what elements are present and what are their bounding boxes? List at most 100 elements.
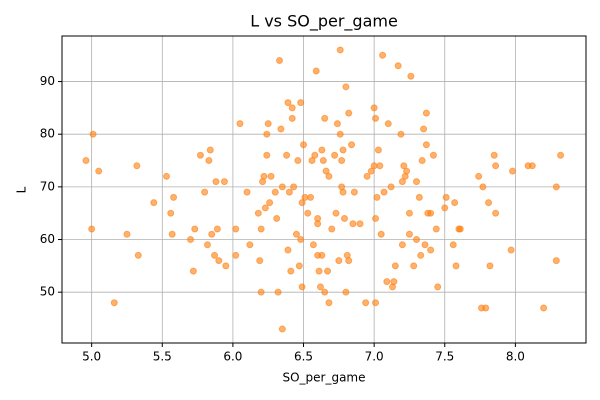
point (201, 188, 209, 196)
point (415, 193, 423, 201)
point (283, 151, 291, 159)
y-axis-label: L (15, 186, 29, 193)
point (390, 278, 398, 286)
point (374, 146, 382, 154)
point (349, 220, 357, 228)
point (410, 262, 418, 270)
y-tick-label: 50 (40, 285, 55, 299)
point (384, 120, 392, 128)
point (552, 183, 560, 191)
point (257, 288, 265, 296)
point (397, 130, 405, 138)
point (528, 162, 536, 170)
point (362, 299, 370, 307)
point (490, 151, 498, 159)
point (372, 299, 380, 307)
point (257, 225, 265, 233)
point (278, 325, 286, 333)
point (413, 236, 421, 244)
point (432, 225, 440, 233)
point (451, 199, 459, 207)
point (336, 46, 344, 54)
point (485, 199, 493, 207)
point (311, 151, 319, 159)
point (398, 178, 406, 186)
point (441, 204, 449, 212)
point (168, 230, 176, 238)
point (421, 241, 429, 249)
point (509, 167, 517, 175)
x-tick-label: 5.0 (82, 350, 101, 364)
point (557, 151, 565, 159)
point (338, 157, 346, 165)
x-tick-label: 7.5 (435, 350, 454, 364)
point (372, 214, 380, 222)
point (413, 178, 421, 186)
point (266, 199, 274, 207)
point (335, 257, 343, 265)
point (298, 283, 306, 291)
point (319, 157, 327, 165)
point (246, 241, 254, 249)
point (292, 230, 300, 238)
point (342, 288, 350, 296)
point (134, 251, 142, 259)
point (507, 246, 515, 254)
point (403, 167, 411, 175)
point (370, 104, 378, 112)
point (427, 246, 435, 254)
point (274, 288, 282, 296)
point (273, 214, 281, 222)
point (363, 172, 371, 180)
point (339, 146, 347, 154)
point (304, 209, 312, 217)
point (110, 299, 118, 307)
point (298, 199, 306, 207)
x-axis-label: SO_per_game (282, 371, 365, 385)
point (434, 283, 442, 291)
point (333, 120, 341, 128)
point (442, 193, 450, 201)
y-tick-label: 90 (40, 74, 55, 88)
point (295, 262, 303, 270)
point (552, 257, 560, 265)
point (336, 130, 344, 138)
point (398, 241, 406, 249)
point (206, 146, 214, 154)
point (297, 99, 305, 107)
x-tick-label: 6.0 (223, 350, 242, 364)
point (95, 167, 103, 175)
point (420, 125, 428, 133)
x-tick-label: 7.0 (365, 350, 384, 364)
point (452, 262, 460, 270)
point (429, 151, 437, 159)
point (422, 109, 430, 117)
point (407, 72, 415, 80)
point (211, 251, 219, 259)
point (340, 214, 348, 222)
point (288, 114, 296, 122)
point (456, 225, 464, 233)
point (345, 257, 353, 265)
point (203, 241, 211, 249)
point (163, 172, 171, 180)
chart-title: L vs SO_per_game (250, 12, 398, 32)
point (222, 262, 230, 270)
point (271, 188, 279, 196)
point (325, 299, 333, 307)
point (316, 283, 324, 291)
point (376, 162, 384, 170)
point (367, 167, 375, 175)
point (417, 251, 425, 259)
point (284, 246, 292, 254)
point (418, 157, 426, 165)
point (449, 241, 457, 249)
point (301, 193, 309, 201)
point (205, 157, 213, 165)
point (170, 193, 178, 201)
point (492, 162, 500, 170)
point (284, 99, 292, 107)
point (318, 251, 326, 259)
point (373, 193, 381, 201)
point (348, 141, 356, 149)
